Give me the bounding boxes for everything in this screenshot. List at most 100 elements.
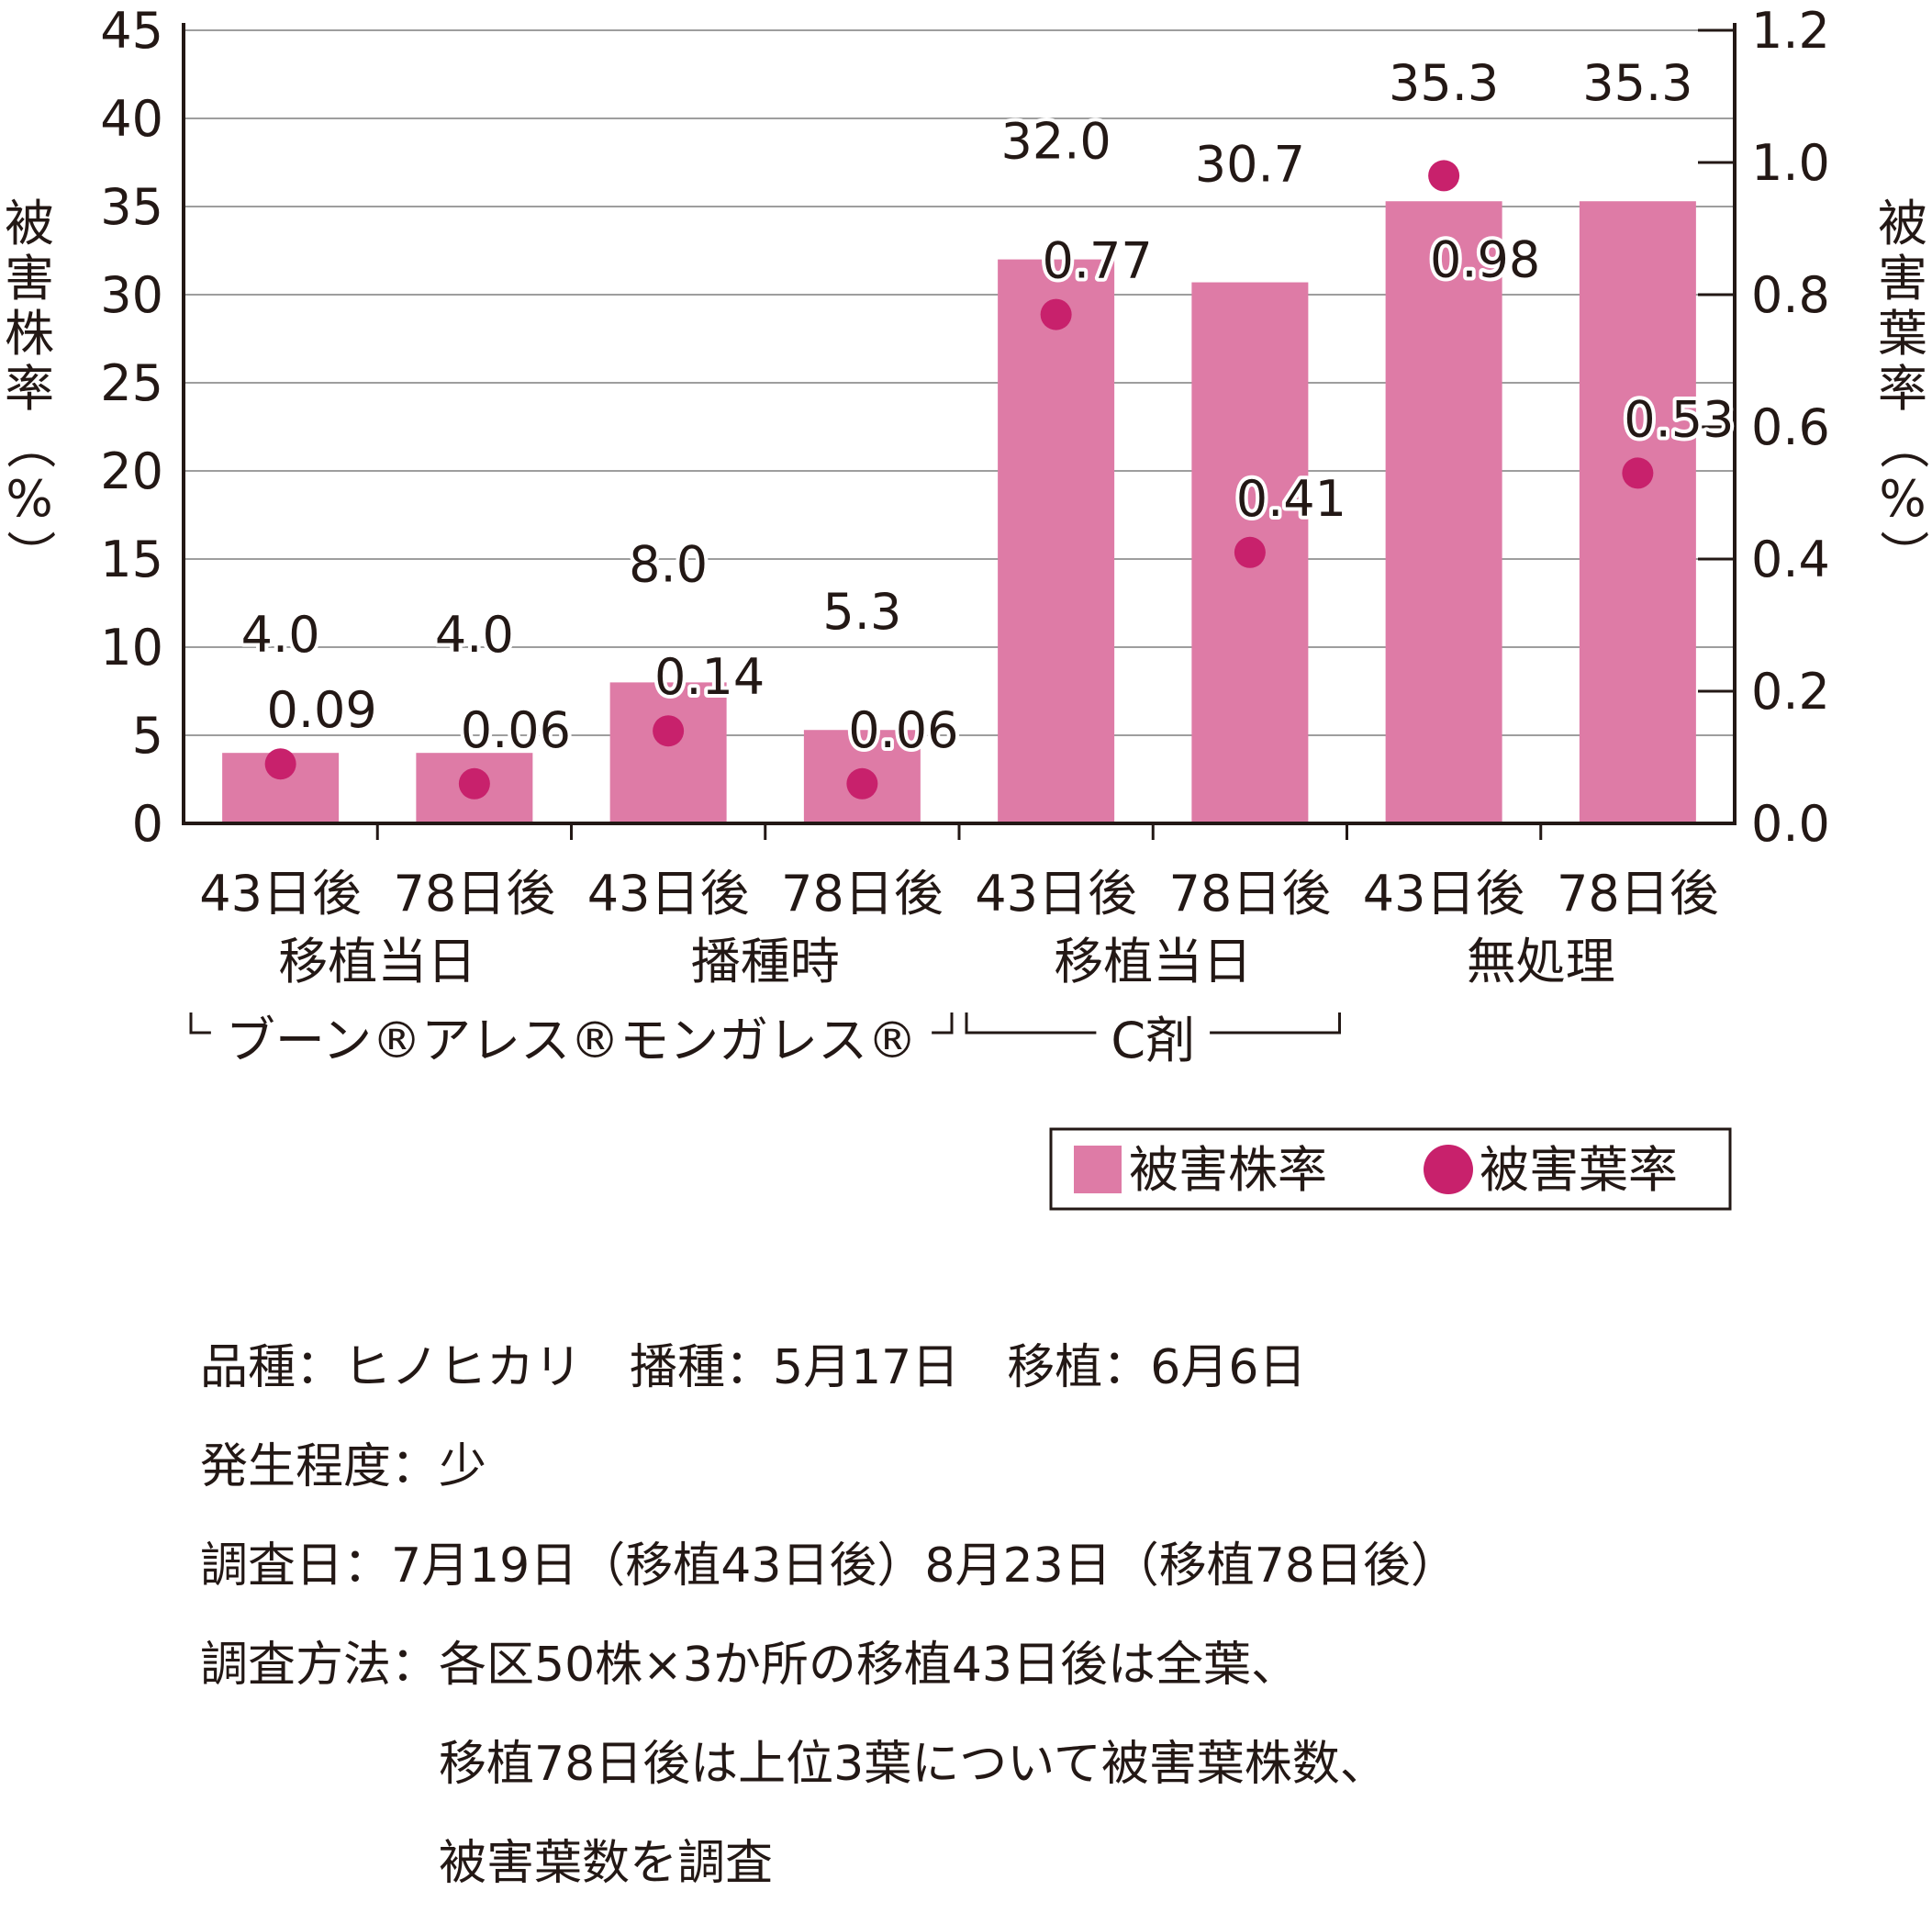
note-row: 発生程度：少 (200, 1417, 1458, 1516)
dot (1622, 457, 1654, 489)
bar-value-label: 5.3 (822, 583, 901, 641)
dot-series (264, 160, 1654, 800)
svg-text:被: 被 (1878, 195, 1927, 252)
note-row: 調査方法： 各区50株×3か所の移植43日後は全葉、移植78日後は上位3葉について… (200, 1616, 1458, 1913)
note-line: 移植78日後は上位3葉について被害葉株数、 (439, 1737, 1388, 1792)
y-left-tick-label: 20 (100, 442, 163, 500)
bar-value-label: 30.7 (1195, 136, 1305, 194)
note-value: ヒノヒカリ 播種：5月17日 移植：6月6日 (343, 1318, 1306, 1417)
notes: 品種： ヒノヒカリ 播種：5月17日 移植：6月6日 発生程度：少調査日： 7月19日… (200, 1318, 1458, 1913)
svg-text:）: ） (1, 530, 59, 579)
svg-text:（: （ (1, 420, 59, 469)
dot (1234, 536, 1266, 568)
bracket-label: ブーン®アレス®モンガレス® (226, 1012, 917, 1069)
x-group-label: 無処理 (1467, 933, 1615, 990)
svg-text:%: % (1879, 470, 1926, 528)
dot-value-label: 0.98 (1430, 230, 1540, 288)
axes: 0 5 10 15 20 25 30 35 40 45 0.0 0.2 0.4 0.6 0.8 1.0 1.2 被… (1, 2, 1932, 853)
dot (1428, 160, 1460, 192)
note-line: 少 (439, 1439, 487, 1494)
svg-text:率: 率 (1878, 360, 1927, 418)
bar (998, 259, 1115, 824)
svg-text:）: ） (1874, 530, 1932, 579)
bar-value-label: 8.0 (629, 535, 708, 593)
legend: 被害株率 被害葉率 (1049, 1127, 1732, 1211)
bar-series (222, 201, 1696, 824)
bar-value-label: 35.3 (1389, 54, 1499, 112)
dot-value-label: 0.06 (461, 701, 571, 759)
dot (458, 767, 490, 800)
note-key: 調査日： (200, 1538, 392, 1594)
svg-text:害: 害 (1878, 250, 1927, 308)
data-labels: 4.0 4.0 8.0 5.3 32.0 30.7 35.3 35.3 0.09 0.06 0.14… (238, 50, 1738, 763)
dot-value-label: 0.06 (848, 701, 958, 759)
x-category-label: 78日後 (1169, 865, 1332, 923)
bar-value-label: 4.0 (241, 606, 320, 664)
y-left-tick-label: 10 (100, 619, 163, 677)
dot-value-label: 0.09 (267, 681, 377, 739)
bar-value-label: 32.0 (1001, 113, 1111, 171)
dot (846, 767, 878, 800)
svg-text:（: （ (1874, 420, 1932, 469)
svg-text:葉: 葉 (1878, 305, 1927, 363)
chart: 0 5 10 15 20 25 30 35 40 45 0.0 0.2 0.4 0.6 0.8 1.0 1.2 被… (1, 2, 1932, 1211)
dot-value-label: 0.41 (1236, 470, 1346, 528)
note-value: 少 (439, 1417, 486, 1516)
note-row: 調査日： 7月19日（移植43日後）8月23日（移植78日後） (200, 1516, 1458, 1616)
note-line: 7月19日（移植43日後）8月23日（移植78日後） (391, 1538, 1458, 1594)
note-key: 発生程度： (200, 1439, 440, 1494)
x-group-label: 移植当日 (278, 933, 476, 990)
legend-bar-label: 被害株率 (1129, 1141, 1327, 1199)
x-category-label: 78日後 (781, 865, 944, 923)
x-category-label: 43日後 (587, 865, 750, 923)
y-right-tick-label: 0.8 (1751, 266, 1830, 324)
x-category-label: 78日後 (1557, 865, 1719, 923)
bar (1579, 201, 1696, 824)
y-left-tick-label: 0 (132, 795, 163, 853)
svg-text:株: 株 (5, 305, 54, 363)
note-value: 各区50株×3か所の移植43日後は全葉、移植78日後は上位3葉について被害葉株数… (439, 1616, 1388, 1913)
x-category-label: 43日後 (1363, 865, 1525, 923)
bracket-label: C剤 (1111, 1012, 1195, 1069)
x-category-label: 43日後 (975, 865, 1137, 923)
svg-text:率: 率 (5, 360, 54, 418)
dot-value-label: 0.14 (654, 648, 765, 706)
y-right-tick-label: 0.4 (1751, 531, 1830, 588)
note-key: 調査方法： (200, 1638, 440, 1693)
legend-dot-label: 被害葉率 (1480, 1141, 1678, 1199)
y-left-tick-label: 25 (100, 354, 163, 412)
dot (653, 715, 685, 747)
dot-value-label: 0.77 (1043, 232, 1153, 290)
note-line: 被害葉数を調査 (439, 1836, 774, 1891)
y-left-tick-label: 15 (100, 531, 163, 588)
legend-box (1049, 1127, 1732, 1211)
y-left-tick-label: 5 (132, 707, 163, 765)
y-right-tick-label: 0.2 (1751, 663, 1830, 721)
dot (264, 748, 296, 780)
note-line: 各区50株×3か所の移植43日後は全葉、 (439, 1638, 1300, 1693)
y-right-axis-title: 被害葉率（%） (1874, 195, 1932, 579)
y-left-tick-label: 30 (100, 266, 163, 324)
y-left-axis-title: 被害株率（%） (1, 195, 59, 579)
bar (609, 682, 727, 823)
x-group-label: 播種時 (691, 933, 840, 990)
legend-dot-swatch (1424, 1145, 1473, 1194)
note-value: 7月19日（移植43日後）8月23日（移植78日後） (391, 1516, 1458, 1616)
x-category-label: 43日後 (199, 865, 362, 923)
note-line: ヒノヒカリ 播種：5月17日 移植：6月6日 (343, 1340, 1307, 1395)
dot-value-label: 0.53 (1624, 390, 1734, 448)
note-row: 品種： ヒノヒカリ 播種：5月17日 移植：6月6日 (200, 1318, 1458, 1417)
legend-bar-swatch (1074, 1146, 1122, 1193)
bar-value-label: 35.3 (1582, 54, 1692, 112)
svg-text:害: 害 (5, 250, 54, 308)
svg-text:%: % (6, 470, 52, 528)
y-right-tick-label: 1.2 (1751, 2, 1830, 60)
y-left-tick-label: 45 (100, 2, 163, 60)
bracket-line (189, 1012, 954, 1035)
y-left-tick-label: 40 (100, 90, 163, 148)
dot (1040, 298, 1072, 330)
bar (1385, 201, 1502, 824)
y-right-tick-label: 0.0 (1751, 795, 1830, 853)
y-right-tick-label: 0.6 (1751, 398, 1830, 456)
